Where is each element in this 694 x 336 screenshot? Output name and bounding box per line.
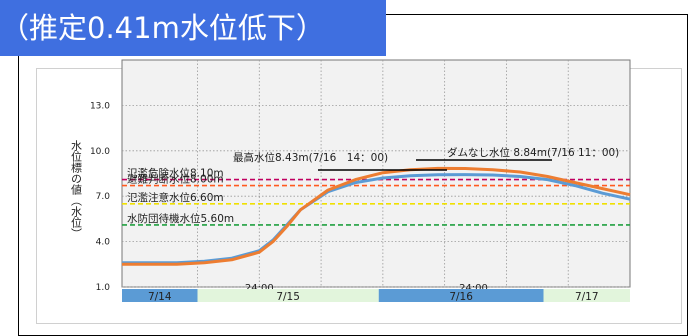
banner-title: （推定0.41m水位低下）	[0, 0, 386, 56]
x-tick-label: 24:00	[459, 283, 488, 294]
x-tick-label: 24:00	[245, 283, 274, 294]
date-label: 7/16	[449, 291, 473, 303]
threshold-label: 氾濫注意水位6.60m	[127, 191, 224, 204]
annotation-layer: 最高水位8.43m(7/16 14：00) ダムなし水位 8.84m(7/16 1…	[233, 146, 619, 171]
date-label: 7/14	[148, 291, 172, 303]
y-tick-label: 4.0	[96, 238, 111, 248]
y-tick-label: 10.0	[90, 147, 110, 157]
y-tick-label: 13.0	[90, 101, 110, 111]
series-layer	[122, 166, 631, 266]
date-segment	[543, 289, 630, 302]
dam-annotation: ダムなし水位 8.84m(7/16 11：00)	[447, 146, 619, 159]
date-segment	[122, 289, 198, 302]
y-axis-label: 水位標の値（水位）	[70, 140, 83, 239]
series-line	[122, 173, 631, 265]
grid-layer	[121, 59, 631, 288]
peak-annotation: 最高水位8.43m(7/16 14：00)	[233, 151, 388, 164]
axis-layer: 1.0 4.0 7.0 10.0 13.0 水位標の値（水位） 24:00 24:00	[70, 101, 488, 294]
threshold-label: 氾濫危険水位8.10m	[127, 167, 224, 180]
series-line	[122, 166, 631, 266]
threshold-label: 避難判断水位8.00m	[127, 173, 224, 186]
y-tick-label: 1.0	[96, 283, 111, 293]
date-bar: 7/14 7/15 7/16 7/17	[122, 289, 630, 303]
y-tick-label: 7.0	[96, 192, 111, 202]
date-label: 7/15	[276, 291, 300, 303]
threshold-label: 水防団待機水位5.60m	[127, 212, 234, 225]
date-label: 7/17	[575, 291, 599, 303]
date-segment	[378, 289, 544, 302]
date-segment	[197, 289, 379, 302]
